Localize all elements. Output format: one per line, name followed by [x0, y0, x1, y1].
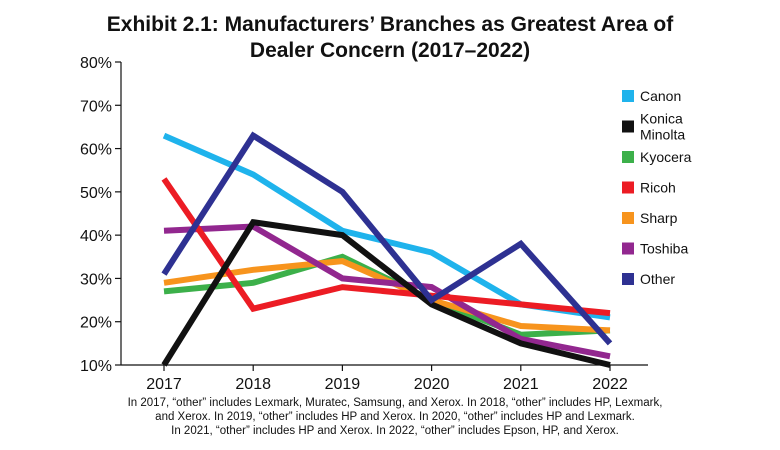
x-axis-ticks: 2017 2018 2019 2020 2021 2022: [146, 365, 628, 393]
chart-title: Exhibit 2.1: Manufacturers’ Branches as …: [0, 12, 780, 64]
x-tick-label: 2022: [592, 376, 628, 393]
legend-label-other: Other: [640, 271, 675, 287]
y-tick-label: 60%: [80, 142, 112, 159]
x-tick-label: 2020: [414, 376, 450, 393]
legend-swatch-other: [622, 273, 634, 285]
x-tick-label: 2018: [235, 376, 271, 393]
legend-swatch-kyocera: [622, 151, 634, 163]
y-tick-label: 80%: [80, 55, 112, 72]
x-tick-label: 2021: [503, 376, 539, 393]
axes: [120, 62, 648, 366]
y-tick-label: 40%: [80, 228, 112, 245]
series-line-ricoh: [161, 177, 611, 317]
x-tick-label: 2017: [146, 376, 182, 393]
series-line-toshiba: [163, 223, 611, 360]
legend-swatch-toshiba: [622, 242, 634, 255]
legend-swatch-konica-minolta: [622, 120, 634, 133]
footnote: In 2017, “other” includes Lexmark, Murat…: [60, 396, 730, 438]
footnote-line-2: and Xerox. In 2019, “other” includes HP …: [155, 411, 635, 423]
footnote-line-3: In 2021, “other” includes HP and Xerox. …: [171, 425, 619, 437]
series-lines: [161, 131, 613, 368]
y-tick-label: 10%: [80, 358, 112, 375]
legend-swatch-ricoh: [622, 181, 634, 194]
legend-swatch-canon: [622, 90, 634, 102]
y-tick-label: 70%: [80, 98, 112, 115]
legend-label-sharp: Sharp: [640, 210, 678, 226]
legend-label-toshiba: Toshiba: [640, 241, 688, 257]
y-tick-label: 20%: [80, 315, 112, 332]
legend-label-kyocera: Kyocera: [640, 149, 692, 165]
legend-swatch-sharp: [622, 212, 634, 224]
y-axis-ticks: 10% 20% 30% 40% 50% 60% 70% 80%: [80, 55, 121, 375]
chart-title-line-1: Exhibit 2.1: Manufacturers’ Branches as …: [106, 13, 674, 36]
series-line-other: [161, 131, 613, 346]
legend-label-ricoh: Ricoh: [640, 180, 676, 196]
y-tick-label: 30%: [80, 271, 112, 288]
legend-label-canon: Canon: [640, 88, 681, 104]
y-tick-label: 50%: [80, 185, 112, 202]
legend-label-konica-minolta-line-2: Minolta: [640, 127, 685, 143]
footnote-line-1: In 2017, “other” includes Lexmark, Murat…: [127, 397, 663, 409]
series-line-konica-minolta: [161, 218, 611, 368]
x-tick-label: 2019: [325, 376, 361, 393]
chart-title-line-2: Dealer Concern (2017–2022): [249, 39, 531, 62]
legend-label-konica-minolta: Konica: [640, 111, 683, 127]
